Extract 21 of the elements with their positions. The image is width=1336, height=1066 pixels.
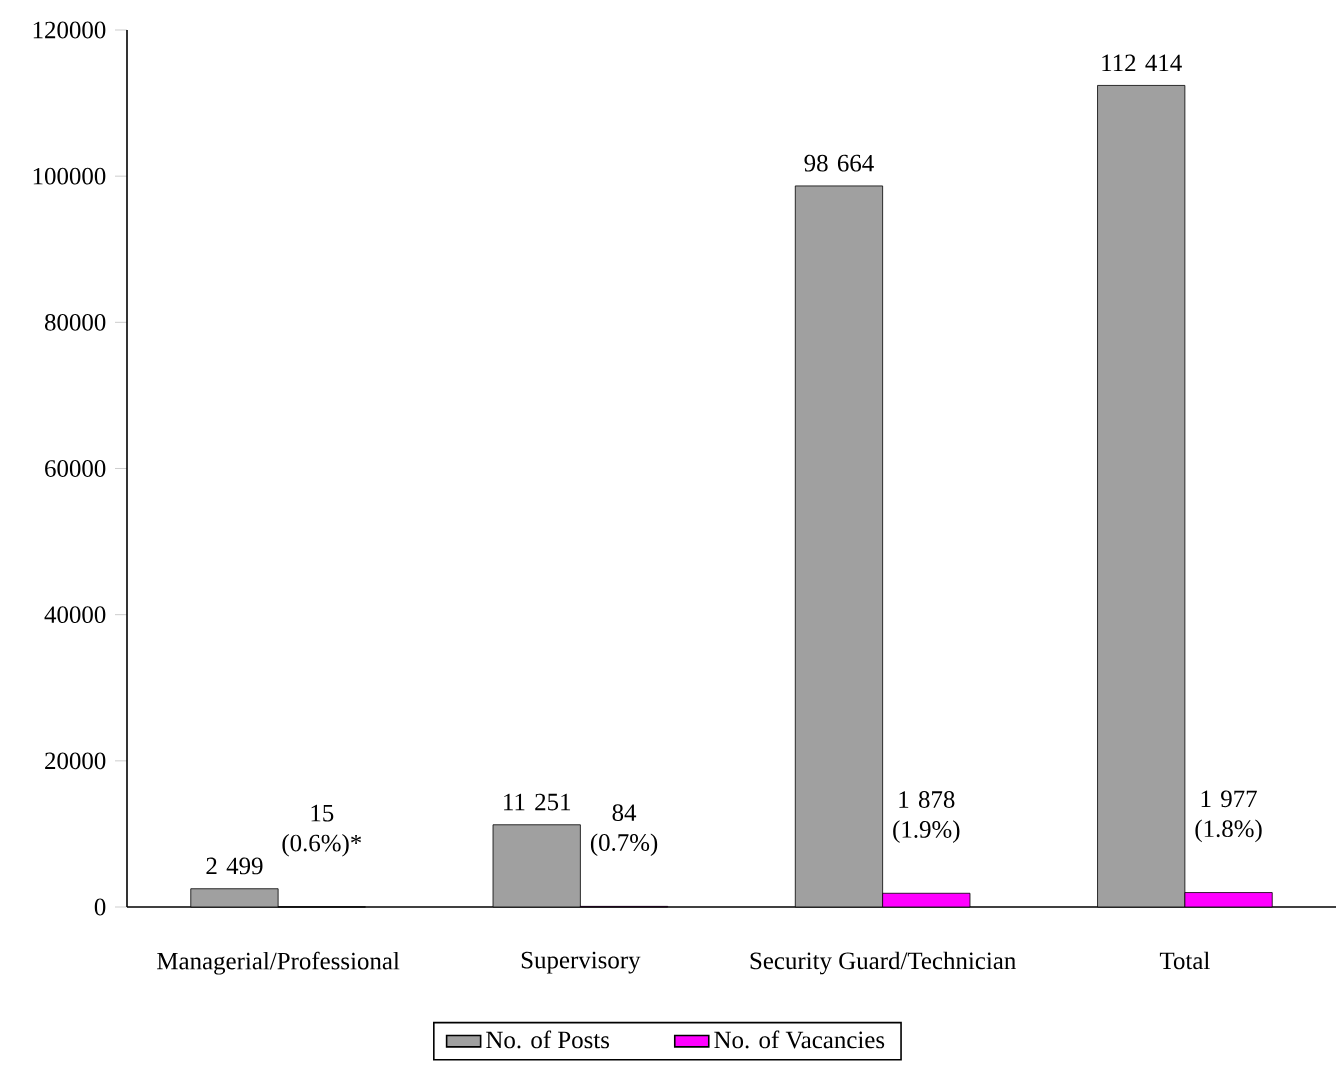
legend-label: No. of Posts	[486, 1030, 610, 1049]
x-tick-label: Security Guard/Technician	[750, 951, 1016, 975]
y-tick-label: 60000	[45, 460, 106, 477]
y-tick-label: 100000	[33, 167, 106, 185]
data-label: 2 499	[206, 857, 263, 875]
y-tick-label: 40000	[44, 606, 106, 624]
data-label: 112 414	[1102, 54, 1182, 72]
x-tick-label: Supervisory	[521, 951, 641, 974]
y-tick-label: 80000	[44, 313, 106, 331]
x-tick-label: Managerial/Professional	[157, 951, 400, 975]
data-label: 11 251	[504, 793, 571, 811]
legend-label: No. of Vacancies	[714, 1030, 885, 1049]
y-tick-label: 120000	[33, 21, 106, 39]
y-tick-label: 20000	[45, 752, 106, 770]
y-tick-label: 0	[94, 898, 106, 916]
data-label: 1 878 (1.9%)	[893, 791, 960, 843]
data-label: 98 664	[804, 154, 874, 172]
data-label: 15 (0.6%)*	[282, 804, 362, 857]
x-tick-label: Total	[1159, 951, 1210, 970]
data-label: 84 (0.7%)	[590, 804, 658, 856]
data-label: 1 977 (1.8%)	[1195, 790, 1262, 843]
